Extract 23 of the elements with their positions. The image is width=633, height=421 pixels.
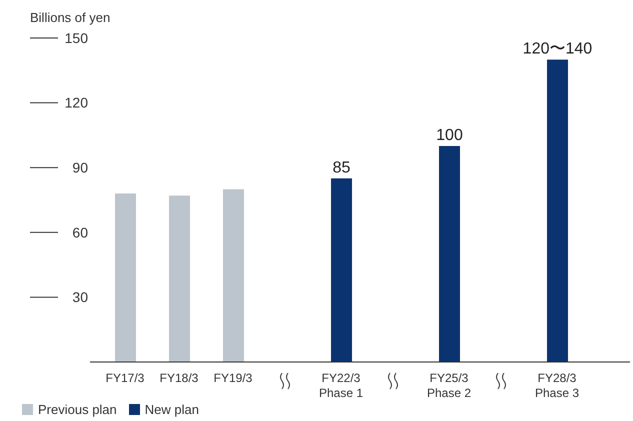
bar: [331, 178, 352, 362]
bar: [439, 146, 460, 362]
y-tick-label: 30: [72, 289, 88, 306]
y-tick-label: 120: [64, 94, 88, 111]
x-tick-label: FY19/3: [214, 371, 253, 385]
bar: [223, 189, 244, 362]
y-axis-title: Billions of yen: [30, 10, 110, 25]
data-label: 120〜140: [522, 40, 592, 58]
y-tick-label: 90: [72, 160, 88, 176]
x-tick-label: FY25/3 Phase 2: [426, 371, 472, 400]
y-tick-label: 60: [72, 224, 88, 240]
x-tick-label: FY17/3: [106, 371, 145, 385]
legend-label: New plan: [144, 402, 199, 417]
data-label: 85: [332, 159, 350, 176]
x-tick-label: FY18/3: [160, 371, 199, 385]
data-label: 100: [436, 127, 463, 144]
x-tick-label: FY28/3 Phase 3: [534, 371, 580, 400]
legend-label: Previous plan: [38, 402, 117, 417]
bar: [115, 194, 136, 362]
y-tick-label: 150: [64, 30, 88, 46]
bar: [169, 196, 190, 362]
bar: [547, 60, 568, 362]
x-tick-label: FY22/3 Phase 1: [318, 371, 364, 400]
